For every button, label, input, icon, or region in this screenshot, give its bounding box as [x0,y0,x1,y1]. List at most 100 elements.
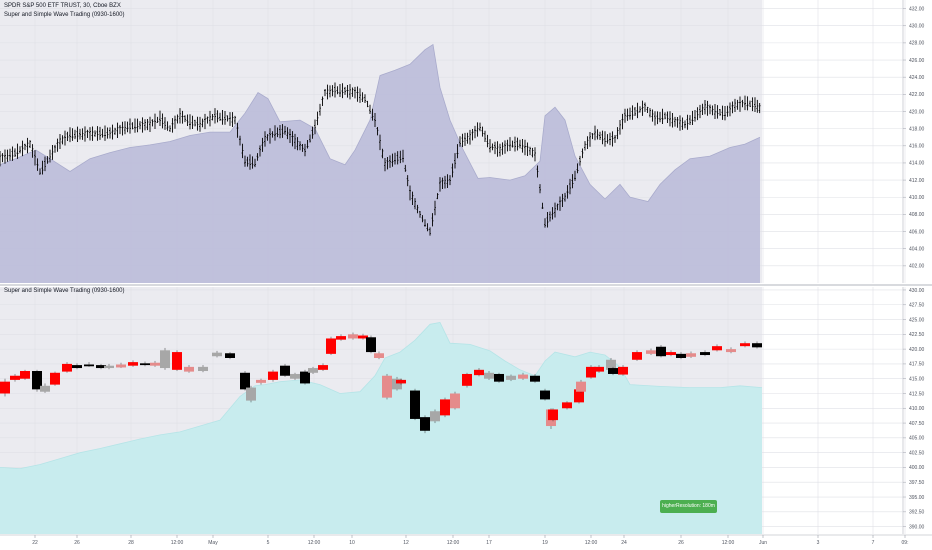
candle [140,363,150,366]
candle [62,363,72,372]
candle [618,366,628,375]
y-tick-label: 402.50 [909,450,925,456]
y-tick-label: 418.00 [909,126,925,132]
candle [656,346,666,357]
x-tick-label: 10 [349,540,355,546]
x-tick-label: Jun [759,540,767,546]
pane-0: 402.00 404.00 406.00 408.00 410.00 412.00 414.… [0,0,925,283]
candle [374,353,384,358]
x-tick-label: 3 [817,540,820,546]
y-tick-label: 427.50 [909,303,925,309]
candle [300,371,310,384]
candle [396,379,406,384]
candle [280,365,290,376]
candle [212,352,222,357]
candle [632,352,642,360]
y-tick-label: 412.50 [909,391,925,397]
future-area [762,0,903,283]
x-tick-label: 26 [74,540,80,546]
candle [160,350,170,369]
indicator-legend-bottom[interactable]: Super and Simple Wave Trading (0930-1600… [4,288,125,294]
y-tick-label: 407.50 [909,421,925,427]
y-tick-label: 400.00 [909,465,925,471]
candle [740,343,750,347]
future-area [762,287,903,534]
candle [0,381,10,394]
x-tick-label: 12 [403,540,409,546]
symbol-legend[interactable]: SPDR S&P 500 ETF TRUST, 30, Cboe BZX [4,3,121,9]
candle [430,411,440,422]
indicator-area [0,322,762,534]
candle [410,390,420,419]
y-tick-label: 392.50 [909,510,925,516]
y-tick-label: 415.00 [909,377,925,383]
candle [10,375,20,380]
candle [576,381,586,392]
y-tick-label: 402.00 [909,264,925,270]
y-tick-label: 405.00 [909,436,925,442]
y-tick-label: 422.50 [909,332,925,338]
candle [726,349,736,353]
x-tick-label: 12:00 [722,540,735,546]
x-tick-label: 09: [902,540,909,546]
candle [116,364,126,368]
candle [72,365,82,369]
candle [336,336,346,340]
candle [382,375,392,398]
x-tick-label: 12:00 [308,540,321,546]
candle [540,390,550,400]
y-tick-label: 414.00 [909,161,925,167]
candle [494,373,504,382]
y-tick-label: 420.00 [909,109,925,115]
indicator-legend-top[interactable]: Super and Simple Wave Trading (0930-1600… [4,12,125,18]
x-tick-label: 22 [32,540,38,546]
candle [562,402,572,409]
candle [548,409,558,421]
y-tick-label: 410.00 [909,406,925,412]
candle [318,365,328,370]
candle [326,338,336,354]
y-tick-label: 428.00 [909,41,925,47]
x-tick-label: 28 [128,540,134,546]
candle [518,374,528,379]
y-tick-label: 430.00 [909,24,925,30]
candle [608,368,618,374]
candle [484,372,494,379]
candle [440,399,450,416]
candle [96,365,106,369]
y-tick-label: 425.00 [909,317,925,323]
candle [506,375,516,380]
higher-resolution-badge: higherResolution: 180m [660,500,717,513]
y-tick-label: 417.50 [909,362,925,368]
candle [700,352,710,356]
pane-1: 390.00 392.50 395.00 397.50 400.00 402.50 405.… [0,287,925,534]
candle [752,343,762,348]
indicator-area-edge [0,43,761,202]
candle [40,385,50,392]
y-tick-label: 406.00 [909,229,925,235]
x-tick-label: 17 [486,540,492,546]
y-tick-label: 420.00 [909,347,925,353]
candle [530,375,540,382]
candle [392,378,402,390]
candle [50,372,60,385]
candle [198,366,208,372]
y-tick-label: 397.50 [909,480,925,486]
candle [104,365,114,369]
candle [712,346,722,351]
x-tick-label: 19 [542,540,548,546]
x-tick-label: 24 [621,540,627,546]
y-tick-label: 395.00 [909,495,925,501]
x-tick-label: 12:00 [171,540,184,546]
candle [150,362,160,366]
candle [606,359,616,370]
y-tick-label: 424.00 [909,75,925,81]
candle [586,366,596,378]
y-tick-label: 408.00 [909,212,925,218]
candle [348,334,358,339]
candle [420,417,430,431]
y-tick-label: 404.00 [909,246,925,252]
candle [225,353,235,358]
candle [84,364,94,367]
